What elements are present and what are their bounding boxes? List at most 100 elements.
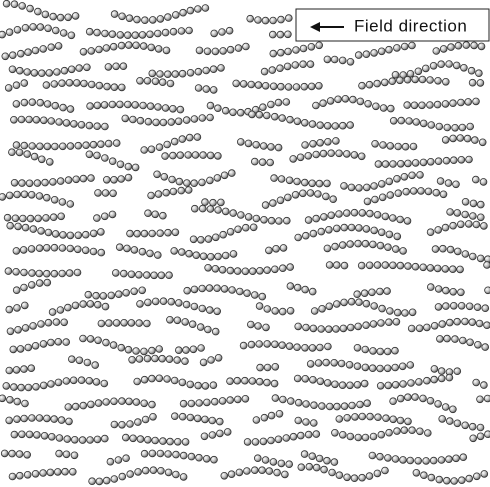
particle <box>419 76 426 83</box>
particle <box>374 80 381 87</box>
particle <box>170 28 177 35</box>
particle <box>60 232 67 239</box>
particle <box>390 117 397 124</box>
particle <box>12 215 19 222</box>
particle <box>477 255 484 262</box>
particle <box>384 348 391 355</box>
particle <box>300 190 307 197</box>
particle <box>317 122 324 129</box>
particle <box>462 318 469 325</box>
particle <box>310 325 317 332</box>
particle <box>354 291 361 298</box>
particle <box>271 380 278 387</box>
particle <box>61 67 68 74</box>
particle <box>287 264 294 271</box>
particle <box>75 142 82 149</box>
particle <box>204 399 211 406</box>
particle <box>98 249 105 256</box>
field-direction-label: Field direction <box>354 16 467 35</box>
particle <box>80 402 87 409</box>
particle <box>341 403 348 410</box>
particle <box>382 213 389 220</box>
particle <box>56 435 63 442</box>
particle <box>123 289 130 296</box>
particle <box>51 244 58 251</box>
particle <box>173 451 180 458</box>
particle <box>21 191 28 198</box>
particle <box>218 65 225 72</box>
particle <box>387 143 394 150</box>
particle <box>167 438 174 445</box>
particle <box>354 363 361 370</box>
particle <box>31 153 38 160</box>
particle <box>214 308 221 315</box>
particle <box>292 62 299 69</box>
particle <box>443 287 450 294</box>
particle <box>227 397 234 404</box>
particle <box>403 188 410 195</box>
particle <box>285 15 292 22</box>
particle <box>467 123 474 130</box>
particle <box>325 138 332 145</box>
particle <box>205 326 212 333</box>
particle <box>157 450 164 457</box>
particle <box>279 342 286 349</box>
particle <box>219 29 226 36</box>
particle <box>347 122 354 129</box>
particle <box>458 156 465 163</box>
particle <box>80 335 87 342</box>
particle <box>162 153 169 160</box>
particle <box>339 431 346 438</box>
particle <box>379 194 386 201</box>
particle <box>230 109 237 116</box>
particle <box>254 455 261 462</box>
particle <box>332 123 339 130</box>
particle <box>61 319 68 326</box>
particle <box>313 215 320 222</box>
particle <box>412 394 419 401</box>
particle <box>67 232 74 239</box>
particle <box>187 381 194 388</box>
particle <box>378 229 385 236</box>
particle <box>344 414 351 421</box>
particle <box>180 452 187 459</box>
particle <box>141 147 148 154</box>
particle <box>130 435 137 442</box>
particle <box>481 382 488 389</box>
particle <box>212 48 219 55</box>
particle <box>36 280 43 287</box>
particle <box>340 325 347 332</box>
particle <box>252 439 259 446</box>
particle <box>74 246 81 253</box>
particle <box>380 142 387 149</box>
particle <box>144 320 151 327</box>
particle <box>16 451 23 458</box>
particle <box>352 414 359 421</box>
particle <box>303 401 310 408</box>
particle <box>401 43 408 50</box>
particle <box>242 395 249 402</box>
particle <box>470 200 477 207</box>
particle <box>84 359 91 366</box>
particle <box>171 413 178 420</box>
particle <box>72 403 79 410</box>
particle <box>140 102 147 109</box>
particle <box>242 224 249 231</box>
particle <box>219 266 226 273</box>
particle <box>207 152 214 159</box>
particle <box>452 124 459 131</box>
particle <box>149 17 156 24</box>
particle <box>4 214 11 221</box>
particle <box>248 81 255 88</box>
particle <box>180 400 187 407</box>
particle <box>9 149 16 156</box>
particle <box>56 450 63 457</box>
particle <box>212 265 219 272</box>
particle <box>268 412 275 419</box>
particle <box>133 399 140 406</box>
particle <box>52 102 59 109</box>
particle <box>119 13 126 20</box>
particle <box>188 400 195 407</box>
particle <box>5 85 12 92</box>
particle <box>348 298 355 305</box>
